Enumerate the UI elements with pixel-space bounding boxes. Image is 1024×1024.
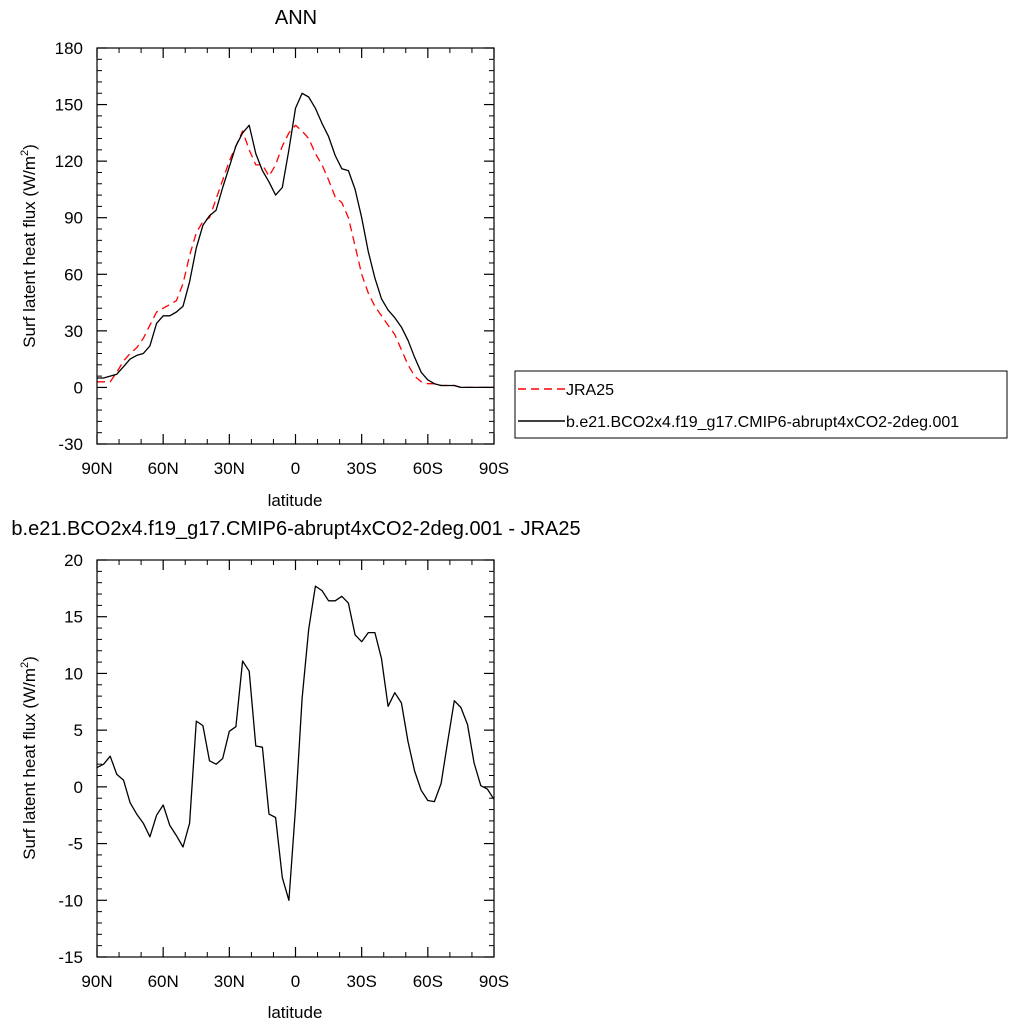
bottom-y-tick-label: 20 (64, 551, 83, 570)
top-x-tick-label: 30N (214, 459, 245, 478)
bottom-x-tick-label: 0 (291, 972, 300, 991)
top-x-tick-label: 30S (347, 459, 377, 478)
bottom-plot-layer: 90N 60N 30N 0 30S 60S 90S -15 -10 -5 0 5 10 15 20 (58, 551, 509, 991)
top-y-tick-label: -30 (58, 435, 83, 454)
bottom-plot-frame (96, 559, 495, 958)
top-plot-frame (96, 47, 495, 445)
legend-label-model: b.e21.BCO2x4.f19_g17.CMIP6-abrupt4xCO2-2… (566, 414, 959, 431)
top-panel-title: ANN (275, 7, 317, 29)
bottom-panel-title: b.e21.BCO2x4.f19_g17.CMIP6-abrupt4xCO2-2… (11, 518, 580, 540)
legend: JRA25 b.e21.BCO2x4.f19_g17.CMIP6-abrupt4… (514, 370, 1008, 439)
bottom-y-tick-label: 15 (64, 608, 83, 627)
top-y-tick-label: 120 (55, 152, 83, 171)
top-x-tick-label: 90S (479, 459, 509, 478)
bottom-x-tick-label: 90S (479, 972, 509, 991)
top-x-tick-label: 90N (81, 459, 112, 478)
bottom-x-tick-label: 60N (148, 972, 179, 991)
top-y-axis-label: Surf latent heat flux (W/m2) (19, 144, 39, 348)
bottom-x-tick-label: 30S (347, 972, 377, 991)
top-series-jra25-line (97, 124, 494, 389)
bottom-x-axis-label: latitude (268, 1003, 323, 1022)
bottom-y-axis-label-sup: 2 (19, 662, 31, 668)
bottom-y-axis-label-tail: ) (20, 656, 39, 662)
bottom-x-tick-label: 90N (81, 972, 112, 991)
legend-label-jra25: JRA25 (566, 382, 614, 399)
top-x-tick-label: 60S (413, 459, 443, 478)
bottom-y-tick-label: 10 (64, 664, 83, 683)
top-y-tick-label: 60 (64, 265, 83, 284)
top-x-tick-label: 0 (291, 459, 300, 478)
top-y-tick-label: 30 (64, 322, 83, 341)
bottom-y-tick-label: -5 (68, 835, 83, 854)
top-y-axis-label-main: Surf latent heat flux (W/m (20, 156, 39, 348)
bottom-series-difference-line (96, 585, 495, 901)
top-y-axis-label-sup: 2 (19, 150, 31, 156)
top-plot-layer: 90N 60N 30N 0 30S 60S 90S -30 0 30 60 90 120 150 180 (55, 39, 510, 478)
top-y-tick-label: 150 (55, 96, 83, 115)
top-series-model-line (97, 92, 494, 389)
top-x-axis-label: latitude (268, 491, 323, 510)
bottom-y-axis-label-main: Surf latent heat flux (W/m (20, 668, 39, 860)
bottom-x-tick-label: 60S (413, 972, 443, 991)
legend-box (514, 370, 1008, 439)
top-panel: ANN 90N 60N 30N 0 30S 60S 90S -30 0 30 60 90 120 150 1… (19, 7, 509, 510)
bottom-y-tick-label: -10 (58, 891, 83, 910)
bottom-y-tick-label: 5 (74, 721, 83, 740)
bottom-x-tick-label: 30N (214, 972, 245, 991)
top-y-tick-label: 90 (64, 209, 83, 228)
bottom-y-tick-label: -15 (58, 948, 83, 967)
top-y-tick-label: 180 (55, 39, 83, 58)
top-y-axis-label-tail: ) (20, 144, 39, 150)
bottom-y-tick-label: 0 (74, 778, 83, 797)
bottom-y-axis-label: Surf latent heat flux (W/m2) (19, 656, 39, 860)
bottom-panel: b.e21.BCO2x4.f19_g17.CMIP6-abrupt4xCO2-2… (11, 518, 580, 1022)
top-x-tick-label: 60N (148, 459, 179, 478)
top-y-tick-label: 0 (74, 378, 83, 397)
